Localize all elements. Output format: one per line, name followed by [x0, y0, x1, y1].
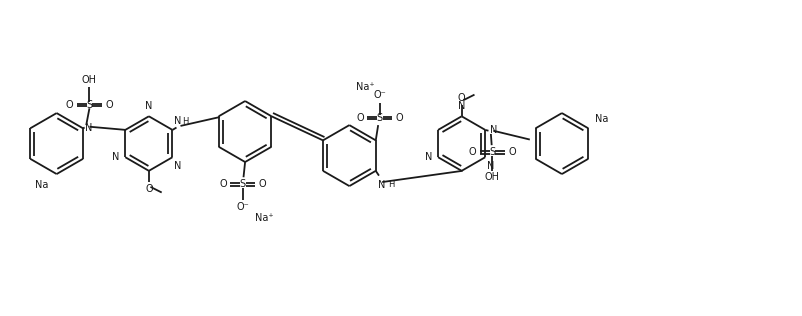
- Text: O⁻: O⁻: [236, 202, 249, 212]
- Text: N: N: [174, 161, 181, 171]
- Text: N: N: [145, 101, 152, 112]
- Text: O: O: [355, 113, 363, 123]
- Text: O: O: [66, 100, 73, 110]
- Text: N: N: [378, 180, 386, 190]
- Text: S: S: [376, 113, 383, 123]
- Text: O: O: [468, 147, 476, 157]
- Text: O⁻: O⁻: [373, 90, 386, 100]
- Text: N: N: [489, 125, 496, 135]
- Text: Na⁺: Na⁺: [355, 82, 374, 92]
- Text: N: N: [112, 152, 119, 162]
- Text: OH: OH: [82, 75, 97, 85]
- Text: O: O: [145, 184, 152, 194]
- Text: OH: OH: [484, 173, 500, 182]
- Text: N: N: [424, 152, 432, 162]
- Text: O: O: [508, 147, 516, 157]
- Text: Na: Na: [594, 114, 607, 124]
- Text: H: H: [182, 117, 188, 126]
- Text: N: N: [457, 101, 465, 112]
- Text: H: H: [387, 180, 394, 189]
- Text: Na⁺: Na⁺: [254, 213, 273, 222]
- Text: N: N: [85, 123, 93, 132]
- Text: O: O: [395, 113, 403, 123]
- Text: S: S: [87, 100, 92, 110]
- Text: O: O: [457, 94, 465, 103]
- Text: Na: Na: [35, 180, 49, 191]
- Text: S: S: [488, 147, 495, 157]
- Text: S: S: [239, 179, 245, 190]
- Text: O: O: [219, 179, 226, 190]
- Text: N: N: [486, 161, 494, 171]
- Text: O: O: [258, 179, 266, 190]
- Text: O: O: [105, 100, 113, 110]
- Text: N: N: [174, 116, 181, 126]
